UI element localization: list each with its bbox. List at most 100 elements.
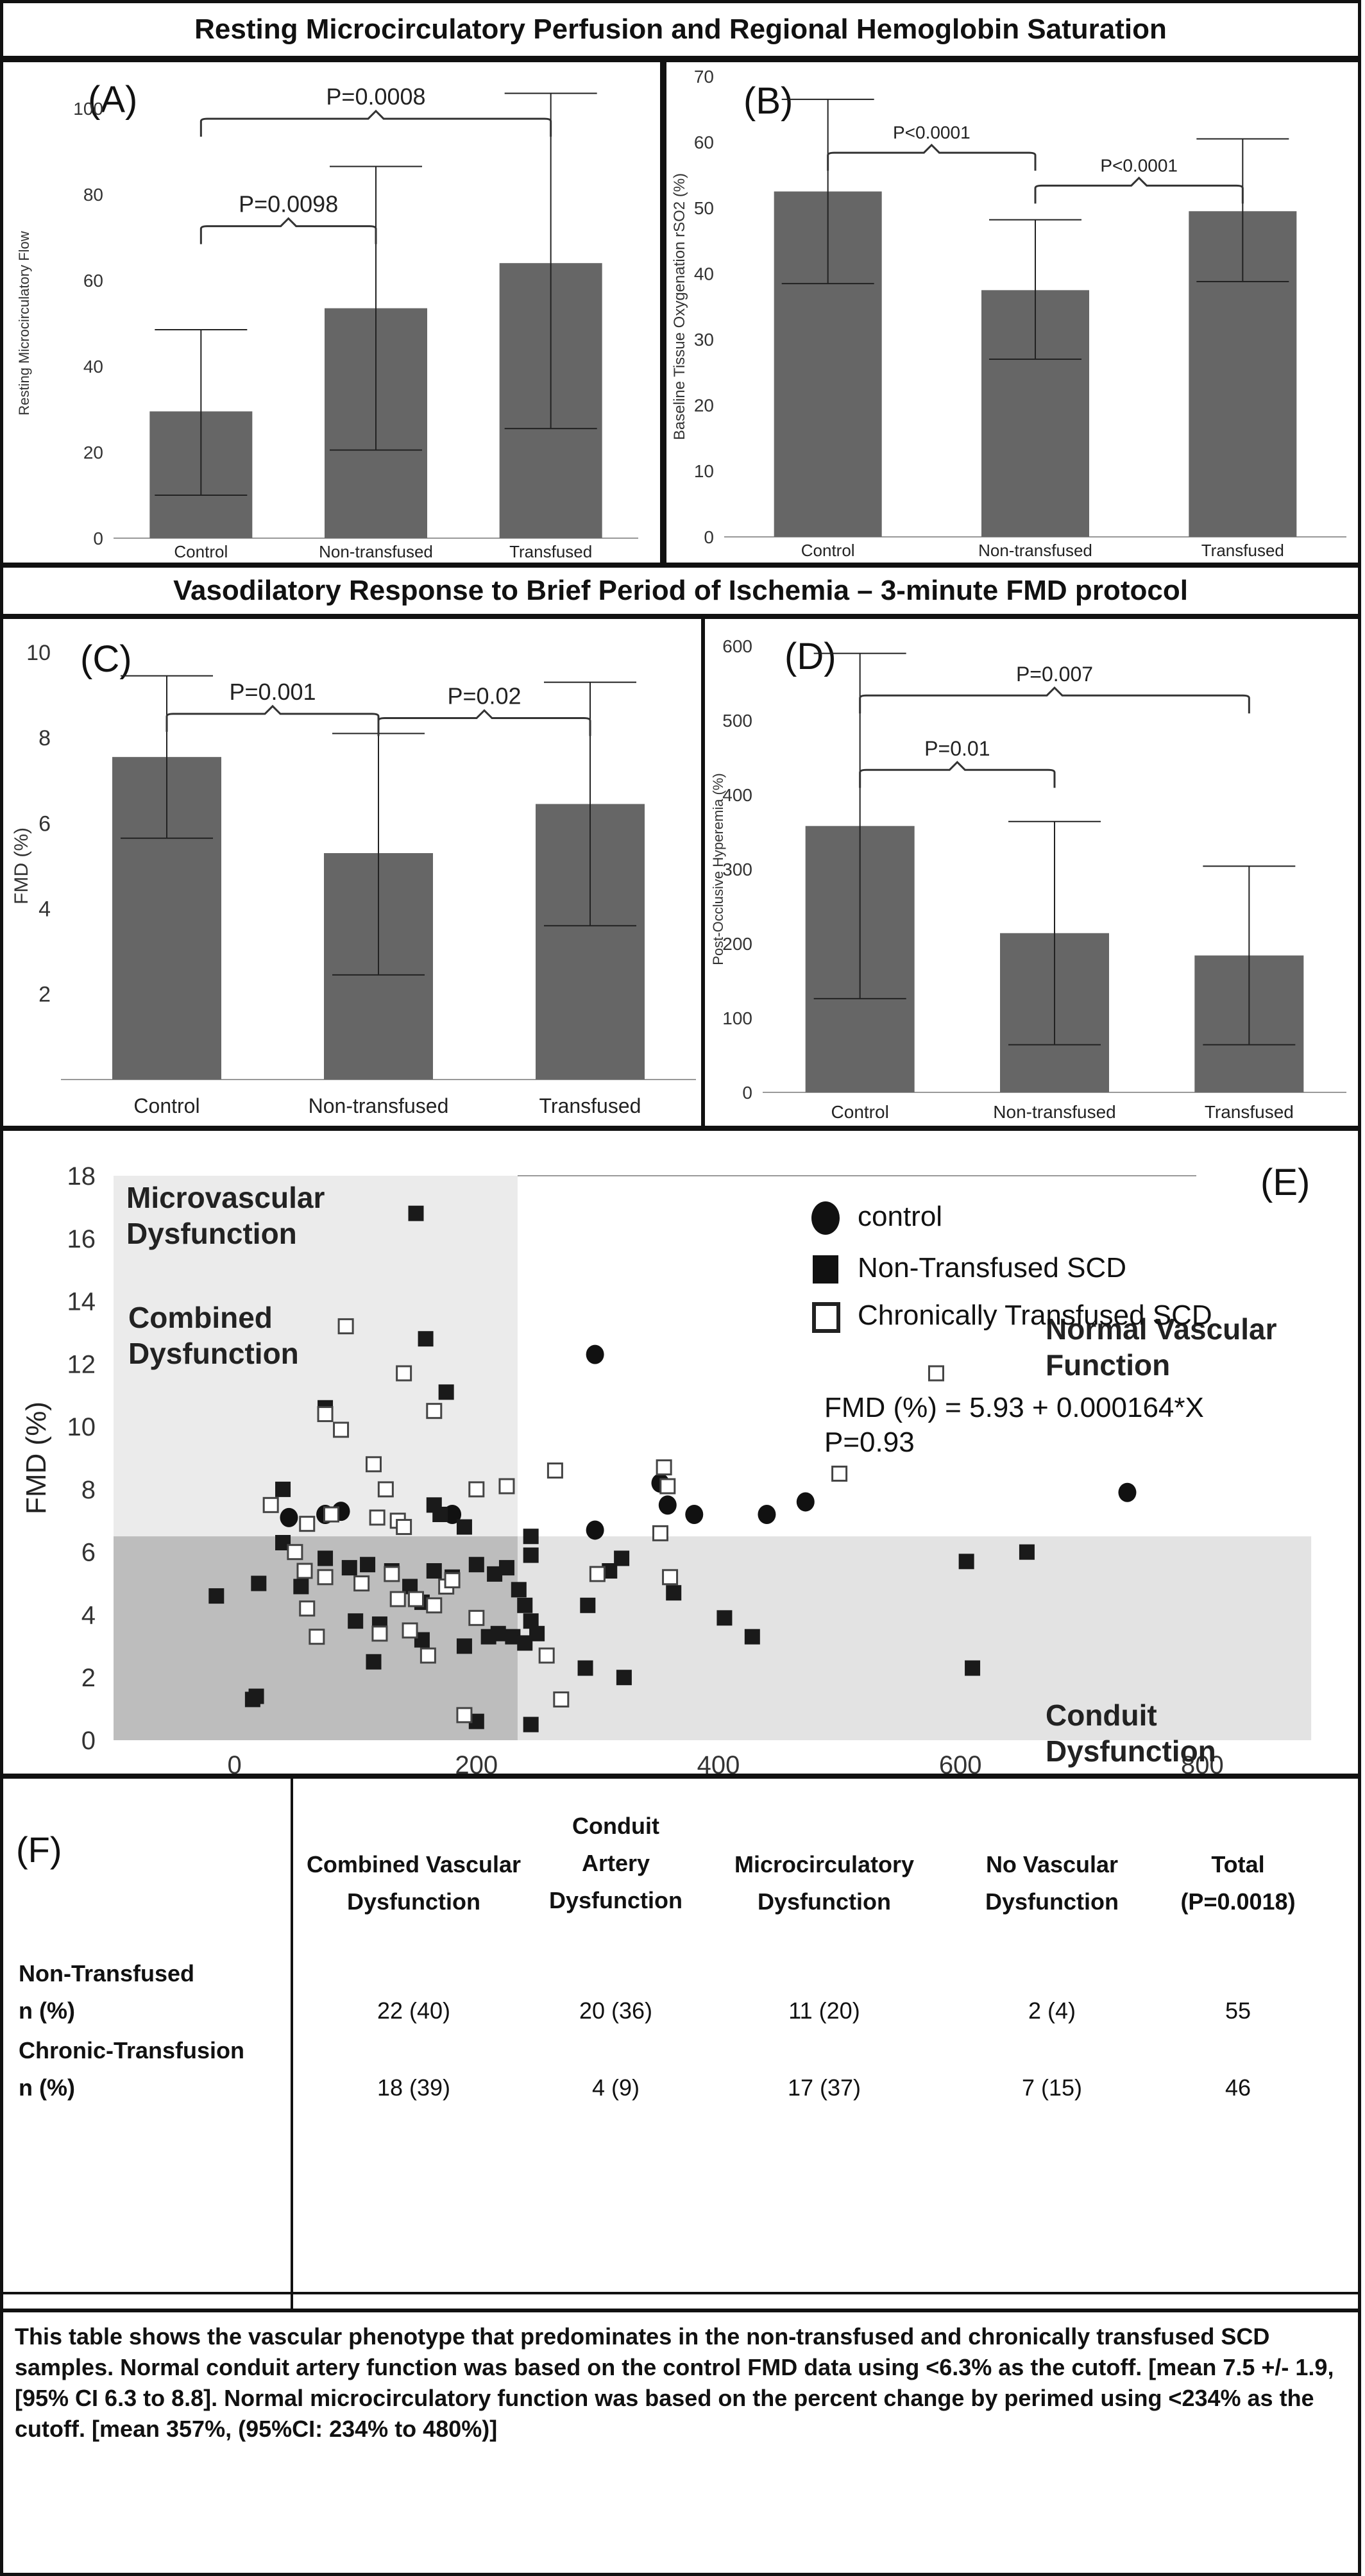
point-open-square <box>317 1406 334 1423</box>
p-value-label: P=0.01 <box>924 737 990 760</box>
y-tick-label: 20 <box>694 396 714 416</box>
panel-label-d: (D) <box>784 636 836 677</box>
p-value-label: P=0.0098 <box>239 191 338 217</box>
y-tick-label: 4 <box>38 897 51 922</box>
p-value-label: P<0.0001 <box>893 123 971 142</box>
y-tick-label: 0 <box>81 1727 96 1755</box>
point-open-square <box>369 1509 386 1526</box>
point-square <box>426 1563 442 1579</box>
point-circle <box>796 1492 815 1512</box>
chart-d: (D) Post-Occlusive Hyperemia (%) 0 100 200 30… <box>710 636 1346 1122</box>
point-square <box>666 1585 682 1601</box>
point-square <box>580 1597 596 1613</box>
point-open-square <box>656 1459 672 1476</box>
point-square <box>965 1660 981 1676</box>
table-cell: 2 (4) <box>1028 1997 1076 2024</box>
point-square <box>1019 1544 1035 1560</box>
y-tick-label: 100 <box>722 1008 752 1028</box>
y-tick-label: 4 <box>81 1601 96 1629</box>
significance-bracket <box>377 709 591 736</box>
table-header-cell: Conduit <box>572 1813 659 1839</box>
y-tick-label: 100 <box>73 99 103 119</box>
y-tick-label: 2 <box>38 983 51 1007</box>
y-tick-label: 30 <box>694 330 714 350</box>
table-header-cell: Combined Vascular <box>307 1851 521 1877</box>
table-row-sublabel: n (%) <box>19 1997 75 2024</box>
header-vasodilatory-text: Vasodilatory Response to Brief Period of… <box>173 575 1188 606</box>
table-header-cell: Dysfunction <box>985 1888 1119 1915</box>
panel-a: (A) Resting Microcirculatory Flow 0 20 40 60 8… <box>0 59 663 566</box>
point-circle <box>586 1344 604 1364</box>
significance-bracket <box>859 761 1056 788</box>
point-open-square <box>547 1462 563 1479</box>
y-tick-label: 12 <box>67 1350 96 1378</box>
y-tick-label: 10 <box>67 1413 96 1441</box>
point-open-square <box>456 1707 473 1724</box>
point-open-square <box>498 1478 515 1495</box>
point-open-square <box>333 1421 350 1438</box>
y-tick-label: 0 <box>93 529 103 548</box>
point-open-square <box>408 1591 424 1607</box>
point-open-square <box>659 1478 676 1495</box>
region-label-normal: Normal Vascular <box>1046 1312 1277 1346</box>
table-cell: 18 (39) <box>377 2074 450 2101</box>
x-tick-label: Non-transfused <box>309 1094 449 1117</box>
y-tick-label: 400 <box>722 785 752 805</box>
legend-label: Non-Transfused SCD <box>858 1252 1126 1284</box>
legend-marker-square <box>813 1255 838 1284</box>
point-open-square <box>287 1544 303 1561</box>
panel-b: (B) Baseline Tissue Oxygenation rSO2 (%) 0… <box>663 59 1361 566</box>
y-tick-label: 2 <box>81 1664 96 1692</box>
point-square <box>438 1384 454 1400</box>
y-tick-label: 6 <box>81 1539 96 1567</box>
x-tick-label: Transfused <box>509 542 592 561</box>
point-square <box>523 1547 539 1563</box>
table-caption: This table shows the vascular phenotype … <box>0 2309 1361 2576</box>
point-open-square <box>468 1609 485 1626</box>
significance-bracket <box>827 143 1037 171</box>
y-tick-label: 200 <box>722 934 752 954</box>
point-square <box>348 1613 364 1629</box>
x-tick-label: 0 <box>227 1751 241 1774</box>
y-tick-label: 10 <box>26 641 51 665</box>
table-header-cell: Total <box>1211 1851 1264 1877</box>
region-label-conduit: Conduit <box>1046 1699 1157 1732</box>
point-circle <box>586 1520 604 1540</box>
point-open-square <box>444 1572 461 1589</box>
point-open-square <box>317 1569 334 1586</box>
point-square <box>318 1550 334 1566</box>
panel-d: (D) Post-Occlusive Hyperemia (%) 0 100 200 30… <box>702 616 1361 1129</box>
point-square <box>418 1331 434 1347</box>
table-cell: 55 <box>1225 1997 1251 2024</box>
table-cell: 46 <box>1225 2074 1251 2101</box>
point-square <box>366 1654 382 1670</box>
table-header-cell: No Vascular <box>986 1851 1118 1877</box>
table-header-cell: Dysfunction <box>758 1888 891 1915</box>
point-square <box>468 1557 484 1573</box>
y-tick-label: 14 <box>67 1288 96 1316</box>
point-square <box>432 1507 448 1522</box>
point-open-square <box>538 1647 555 1664</box>
caption-text: This table shows the vascular phenotype … <box>15 2323 1334 2442</box>
significance-bracket <box>199 217 377 244</box>
x-tick-label: Non-transfused <box>993 1102 1115 1122</box>
point-open-square <box>323 1506 339 1523</box>
point-circle <box>658 1495 677 1515</box>
region-label-combined: Dysfunction <box>128 1337 299 1370</box>
x-tick-label: Control <box>831 1102 889 1122</box>
y-tick-label: 0 <box>704 527 714 547</box>
y-tick-label: 70 <box>694 67 714 87</box>
header-resting-text: Resting Microcirculatory Perfusion and R… <box>194 13 1167 45</box>
legend-marker-circle <box>811 1201 840 1235</box>
table-f: (F) Combined Vascular Dysfunction Conduit Ar… <box>3 1779 1358 2309</box>
y-tick-label: 300 <box>722 860 752 879</box>
point-square <box>244 1691 260 1707</box>
significance-bracket <box>199 109 552 137</box>
point-open-square <box>384 1566 400 1582</box>
point-square <box>456 1638 472 1654</box>
region-label-conduit: Dysfunction <box>1046 1734 1216 1768</box>
header-resting: Resting Microcirculatory Perfusion and R… <box>0 0 1361 59</box>
x-tick-label: 200 <box>455 1751 498 1774</box>
table-cell: 11 (20) <box>788 1997 860 2024</box>
